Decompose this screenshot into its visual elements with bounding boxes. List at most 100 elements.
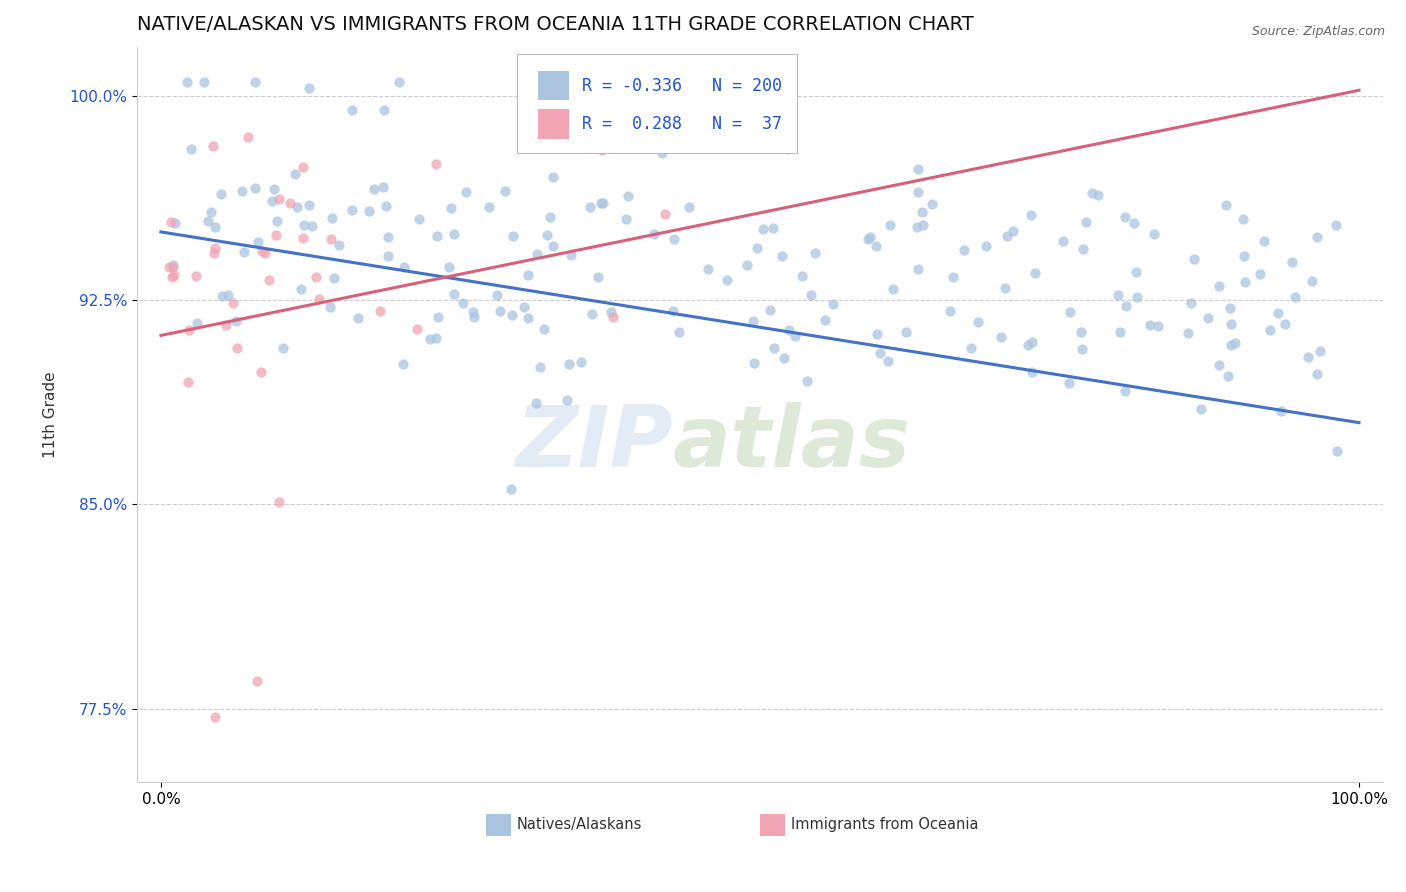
Point — [967, 315, 990, 329]
Point — [1215, 198, 1237, 212]
Point — [994, 280, 1017, 294]
Point — [291, 231, 314, 245]
Point — [363, 182, 385, 196]
Point — [1114, 384, 1136, 398]
Point — [1125, 265, 1147, 279]
Point — [1220, 338, 1243, 352]
Point — [896, 325, 918, 339]
Point — [907, 161, 929, 176]
Point — [866, 327, 889, 342]
Point — [770, 249, 793, 263]
Point — [1071, 242, 1094, 256]
Point — [557, 393, 579, 408]
Point — [1197, 310, 1219, 325]
Point — [1234, 275, 1257, 289]
Point — [1182, 252, 1205, 266]
Point — [419, 332, 441, 346]
Point — [162, 260, 184, 274]
Point — [517, 311, 540, 326]
Point — [243, 181, 266, 195]
Point — [1070, 343, 1092, 357]
Point — [377, 230, 399, 244]
Point — [579, 200, 602, 214]
Point — [269, 193, 291, 207]
Point — [995, 228, 1018, 243]
Point — [298, 80, 321, 95]
Point — [292, 218, 315, 232]
Point — [1258, 323, 1281, 337]
Point — [804, 245, 827, 260]
Point — [323, 270, 346, 285]
Point — [772, 351, 794, 365]
Point — [425, 157, 447, 171]
Point — [437, 260, 460, 274]
Point — [347, 311, 370, 326]
Point — [912, 218, 935, 232]
Point — [1223, 335, 1246, 350]
Point — [600, 305, 623, 319]
Point — [180, 142, 202, 156]
Point — [257, 273, 280, 287]
Point — [225, 314, 247, 328]
Point — [1232, 211, 1254, 226]
Point — [911, 205, 934, 219]
Point — [1306, 367, 1329, 381]
Point — [225, 341, 247, 355]
Point — [177, 323, 200, 337]
Point — [200, 204, 222, 219]
Point — [454, 185, 477, 199]
Point — [245, 75, 267, 89]
Point — [290, 282, 312, 296]
Point — [907, 185, 929, 199]
Point — [678, 201, 700, 215]
Point — [211, 289, 233, 303]
Point — [391, 357, 413, 371]
Point — [186, 268, 208, 283]
Point — [745, 241, 768, 255]
Point — [763, 341, 786, 355]
Point — [858, 230, 880, 244]
Point — [654, 207, 676, 221]
Point — [1270, 404, 1292, 418]
Point — [388, 75, 411, 89]
Point — [440, 201, 463, 215]
Point — [186, 317, 208, 331]
Point — [163, 268, 186, 283]
Point — [1024, 266, 1046, 280]
Point — [1267, 306, 1289, 320]
Point — [1219, 301, 1241, 315]
Point — [160, 269, 183, 284]
Point — [499, 482, 522, 496]
Point — [1076, 215, 1098, 229]
Point — [548, 98, 571, 112]
Point — [1139, 318, 1161, 333]
Point — [591, 196, 613, 211]
Point — [249, 365, 271, 379]
Point — [1218, 368, 1240, 383]
Point — [1177, 326, 1199, 341]
Point — [340, 103, 363, 117]
Point — [502, 229, 524, 244]
Bar — [538, 71, 569, 101]
Point — [373, 103, 395, 118]
Point — [560, 248, 582, 262]
Bar — [486, 814, 510, 836]
Point — [1208, 278, 1230, 293]
Point — [284, 167, 307, 181]
Point — [204, 241, 226, 255]
Text: atlas: atlas — [672, 402, 911, 485]
Point — [569, 355, 592, 369]
Point — [778, 324, 800, 338]
Point — [796, 374, 818, 388]
Text: Source: ZipAtlas.com: Source: ZipAtlas.com — [1251, 25, 1385, 38]
Point — [177, 375, 200, 389]
Point — [942, 270, 965, 285]
Point — [264, 228, 287, 243]
Text: Natives/Alaskans: Natives/Alaskans — [517, 817, 643, 832]
Point — [752, 222, 775, 236]
Point — [392, 260, 415, 274]
Point — [201, 139, 224, 153]
Bar — [538, 109, 569, 138]
Point — [359, 203, 381, 218]
Point — [263, 182, 285, 196]
